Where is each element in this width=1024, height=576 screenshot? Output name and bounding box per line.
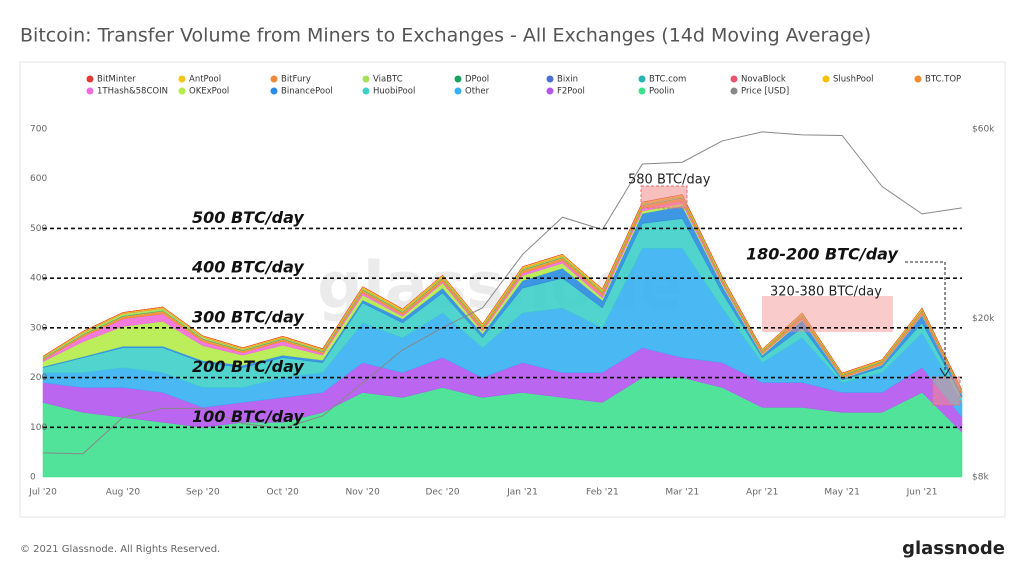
legend-swatch — [454, 75, 462, 83]
legend-swatch — [730, 75, 738, 83]
y-tick-label: 0 — [30, 473, 36, 483]
legend-label: AntPool — [189, 75, 221, 85]
legend-label: F2Pool — [557, 87, 585, 97]
annotation: 320-380 BTC/day — [770, 285, 882, 300]
x-tick-label: Jul '20 — [28, 488, 57, 498]
area — [42, 194, 963, 391]
legend-swatch — [86, 75, 94, 83]
x-tick-label: Feb '21 — [586, 488, 619, 498]
copyright: © 2021 Glassnode. All Rights Reserved. — [20, 544, 220, 555]
y2-tick-label: $8k — [972, 473, 989, 483]
legend-swatch — [270, 75, 278, 83]
legend-swatch — [730, 87, 738, 95]
arrow — [905, 261, 946, 372]
legend-label: BitMinter — [97, 75, 136, 85]
chart-frame — [19, 61, 1006, 518]
arrow-head — [939, 367, 951, 377]
legend-label: HuobiPool — [373, 87, 415, 97]
legend-label: SlushPool — [833, 75, 874, 85]
x-tick-label: May '21 — [824, 488, 859, 498]
annotation: 180-200 BTC/day — [746, 245, 898, 264]
legend-swatch — [178, 75, 186, 83]
legend-swatch — [638, 87, 646, 95]
highlight-box — [762, 296, 893, 332]
legend-swatch — [546, 87, 554, 95]
legend-swatch — [362, 87, 370, 95]
legend-swatch — [546, 75, 554, 83]
x-tick-label: Nov '20 — [345, 488, 380, 498]
plot: 0 100 200 300 400 500 600 700 $8k $20k $60k Jul '20… — [28, 125, 995, 498]
x-tick-label: Apr '21 — [746, 488, 778, 498]
price-line — [42, 131, 963, 455]
reference-label: 100 BTC/day — [192, 407, 304, 426]
y-tick-label: 500 — [30, 224, 47, 234]
legend-label: DPool — [465, 75, 489, 85]
y-tick-label: 100 — [30, 423, 47, 433]
legend-label: BinancePool — [281, 87, 333, 97]
legend-swatch — [914, 75, 922, 83]
legend-label: 1THash&58COIN — [97, 87, 168, 97]
y-tick-label: 600 — [30, 174, 47, 184]
y-tick-label: 300 — [30, 323, 47, 333]
legend-label: ViaBTC — [373, 75, 403, 85]
annotation: 580 BTC/day — [628, 173, 711, 188]
x-tick-label: Jan '21 — [506, 488, 538, 498]
legend-label: BTC.com — [649, 75, 686, 85]
chart-title: Bitcoin: Transfer Volume from Miners to … — [20, 25, 871, 47]
highlight-box — [640, 185, 688, 209]
reference-label: 500 BTC/day — [192, 208, 304, 227]
legend-label: Other — [465, 87, 490, 97]
legend-label: Price [USD] — [741, 87, 789, 97]
reference-label: 300 BTC/day — [192, 307, 304, 326]
reference-label: 200 BTC/day — [192, 357, 304, 376]
legend-swatch — [86, 87, 94, 95]
x-tick-label: Oct '20 — [267, 488, 300, 498]
legend-swatch — [454, 87, 462, 95]
y2-tick-label: $60k — [972, 125, 995, 135]
legend-swatch — [270, 87, 278, 95]
legend-swatch — [822, 75, 830, 83]
legend-label: NovaBlock — [741, 75, 786, 85]
logo: glassnode — [902, 538, 1005, 559]
reference-label: 400 BTC/day — [191, 258, 304, 277]
legend-swatch — [362, 75, 370, 83]
legend-swatch — [178, 87, 186, 95]
legend-label: Poolin — [649, 87, 674, 97]
x-tick-label: Dec '20 — [425, 488, 459, 498]
legend-label: BitFury — [281, 75, 311, 85]
x-tick-label: Jun '21 — [906, 488, 938, 498]
legend-label: BTC.TOP — [925, 75, 961, 85]
y2-tick-label: $20k — [972, 314, 995, 324]
x-tick-label: Sep '20 — [186, 488, 220, 498]
y-tick-label: 700 — [30, 125, 47, 135]
y-tick-label: 400 — [30, 274, 47, 284]
x-tick-label: Aug '20 — [106, 488, 141, 498]
legend-swatch — [638, 75, 646, 83]
legend-label: OKExPool — [189, 87, 229, 97]
highlight-box — [932, 376, 961, 406]
legend-label: Bixin — [557, 75, 578, 85]
y-tick-label: 200 — [30, 373, 47, 383]
x-tick-label: Mar '21 — [665, 488, 699, 498]
